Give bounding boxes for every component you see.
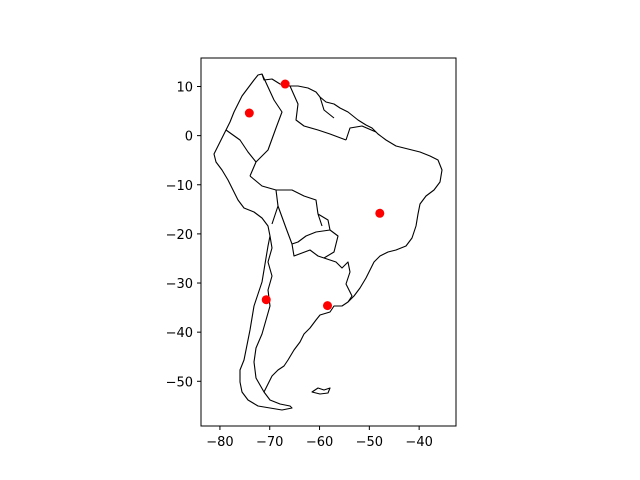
scatter-point-1 (244, 108, 254, 118)
scatter-points (244, 79, 385, 311)
falkland-islands-outline (311, 387, 331, 395)
x-tick-label: −70 (256, 435, 283, 450)
y-tick-label: −50 (166, 375, 193, 390)
country-outlines (213, 73, 443, 411)
y-axis: 10 0 −10 −20 −30 −40 −50 (166, 80, 201, 390)
scatter-point-0 (280, 79, 290, 89)
scatter-point-2 (375, 208, 385, 218)
y-tick-label: −10 (166, 179, 193, 194)
y-tick-label: −40 (166, 326, 193, 341)
scatter-point-4 (323, 301, 333, 311)
border-lines (225, 73, 377, 393)
y-tick-label: −30 (166, 277, 193, 292)
y-tick-label: 0 (185, 130, 193, 145)
scatter-point-3 (261, 295, 271, 305)
axes-frame (200, 57, 457, 427)
y-tick-label: 10 (176, 80, 193, 95)
x-tick-label: −50 (356, 435, 383, 450)
x-tick-label: −60 (306, 435, 333, 450)
x-tick-label: −80 (206, 435, 233, 450)
x-tick-label: −40 (405, 435, 432, 450)
y-tick-label: −20 (166, 228, 193, 243)
x-axis: −80 −70 −60 −50 −40 (206, 426, 433, 450)
